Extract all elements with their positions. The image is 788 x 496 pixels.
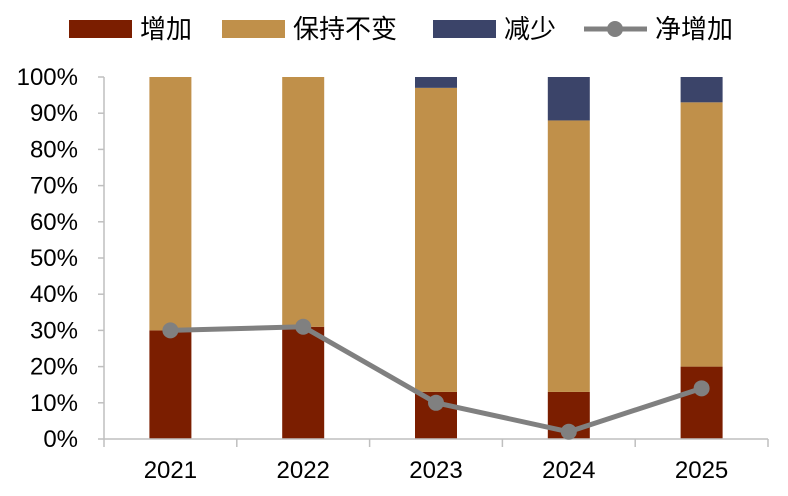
y-tick-label: 100%: [17, 64, 78, 91]
net-increase-point-2024: [560, 423, 577, 440]
bar-2022-series-0: [282, 326, 325, 439]
y-tick-label: 40%: [30, 281, 78, 308]
legend-swatch-2: [433, 20, 496, 38]
legend-swatch-1: [222, 20, 285, 38]
x-tick-label: 2025: [675, 457, 728, 484]
x-tick-label: 2024: [542, 457, 595, 484]
x-tick-label: 2023: [409, 457, 462, 484]
axes-group: 0% 10% 20% 30% 40% 50% 60% 70% 80% 90% 100% 2021 202…: [17, 64, 769, 484]
bar-2021-series-0: [149, 330, 192, 439]
y-tick-label: 10%: [30, 390, 78, 417]
legend-marker-swatch: [607, 21, 623, 37]
y-tick-label: 20%: [30, 354, 78, 381]
y-tick-label: 60%: [30, 209, 78, 236]
bar-2025-series-1: [680, 102, 723, 367]
x-tick-label: 2021: [144, 457, 197, 484]
legend: 增加 保持不变 减少 净增加: [69, 14, 733, 44]
legend-swatch-0: [69, 20, 132, 38]
bars-group: [149, 77, 723, 439]
bar-2025-series-2: [680, 77, 723, 103]
bar-2023-series-2: [415, 77, 457, 88]
y-tick-label: 50%: [30, 245, 78, 272]
y-tick-label: 90%: [30, 100, 78, 127]
legend-label-3: 净增加: [655, 14, 733, 44]
legend-label-2: 减少: [504, 14, 556, 44]
y-tick-label: 30%: [30, 317, 78, 344]
bar-2024-series-1: [547, 120, 590, 392]
bar-2021-series-1: [149, 77, 192, 331]
y-tick-label: 70%: [30, 173, 78, 200]
net-increase-line-group: [162, 318, 710, 440]
net-increase-point-2023: [428, 394, 444, 411]
y-tick-label: 0%: [43, 426, 78, 453]
bar-2022-series-1: [282, 77, 325, 327]
legend-label-0: 增加: [140, 14, 192, 44]
net-increase-point-2025: [693, 380, 710, 397]
x-tick-label: 2022: [277, 457, 330, 484]
net-increase-point-2021: [162, 322, 179, 339]
net-increase-point-2022: [295, 318, 312, 335]
y-tick-label: 80%: [30, 136, 78, 163]
bar-2025-series-0: [680, 366, 723, 439]
legend-label-1: 保持不变: [293, 14, 397, 44]
bar-2023-series-1: [415, 87, 457, 392]
bar-2024-series-2: [547, 77, 590, 121]
